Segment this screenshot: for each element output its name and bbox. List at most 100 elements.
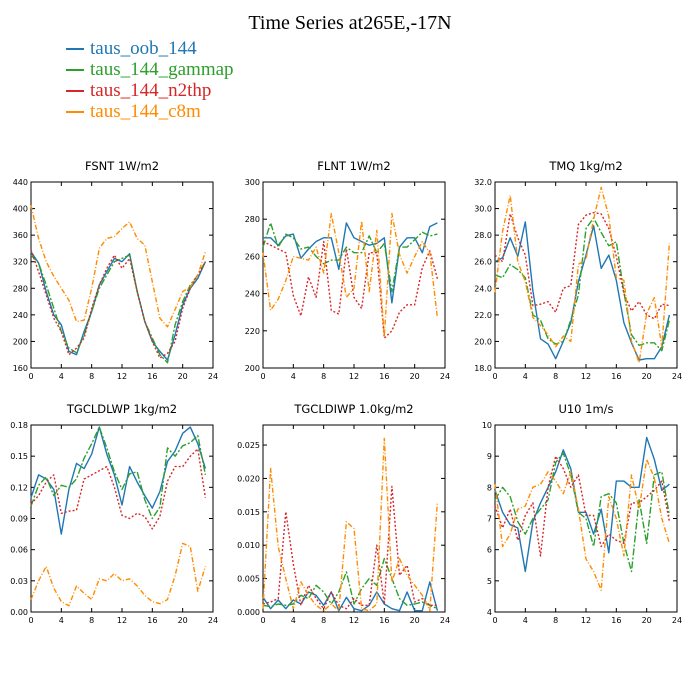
- x-tick-label: 12: [117, 616, 127, 625]
- x-tick-label: 0: [260, 616, 265, 625]
- series-line-taus_144_n2thp: [30, 448, 207, 530]
- x-tick-label: 8: [321, 616, 326, 625]
- series-line-taus_144_c8m: [30, 542, 207, 607]
- x-tick-label: 24: [672, 616, 682, 625]
- legend-label: taus_144_n2thp: [90, 79, 212, 101]
- x-tick-label: 0: [28, 616, 33, 625]
- y-tick-label: 220: [245, 327, 260, 336]
- legend: taus_oob_144 taus_144_gammap taus_144_n2…: [66, 38, 234, 122]
- y-tick-label: 5: [487, 577, 492, 586]
- x-tick-label: 12: [349, 372, 359, 381]
- series-line-taus_144_c8m: [494, 186, 671, 364]
- y-tick-label: 0.18: [10, 421, 28, 430]
- series-line-taus_144_n2thp: [262, 240, 439, 339]
- chart-title: TGCLDLWP 1kg/m2: [66, 402, 177, 416]
- x-tick-label: 0: [260, 372, 265, 381]
- y-tick-label: 20.0: [474, 337, 492, 346]
- y-tick-label: 0.03: [10, 577, 28, 586]
- plot-frame: [30, 181, 214, 369]
- y-tick-label: 24.0: [474, 284, 492, 293]
- x-tick-label: 8: [321, 372, 326, 381]
- x-tick-label: 4: [523, 616, 528, 625]
- x-tick-label: 24: [440, 616, 450, 625]
- x-tick-label: 16: [147, 616, 157, 625]
- series-line-taus_oob_144: [30, 426, 207, 535]
- chart-title: FLNT 1W/m2: [317, 159, 390, 173]
- y-tick-label: 0.09: [10, 515, 28, 524]
- y-tick-label: 10: [482, 421, 492, 430]
- series-line-taus_144_c8m: [262, 437, 439, 612]
- x-tick-label: 20: [178, 372, 188, 381]
- x-tick-label: 12: [581, 372, 591, 381]
- legend-item: taus_144_c8m: [66, 101, 234, 122]
- plot-frame: [262, 424, 446, 613]
- y-tick-label: 160: [13, 364, 28, 373]
- legend-label: taus_144_c8m: [90, 100, 201, 122]
- legend-swatch: [66, 68, 84, 71]
- y-tick-label: 0.15: [10, 452, 28, 461]
- series-line-taus_144_c8m: [494, 458, 671, 591]
- y-tick-label: 26.0: [474, 258, 492, 267]
- x-tick-label: 16: [611, 616, 621, 625]
- x-tick-label: 4: [59, 616, 64, 625]
- series-line-taus_oob_144: [494, 436, 670, 573]
- x-tick-label: 4: [59, 372, 64, 381]
- x-tick-label: 0: [28, 372, 33, 381]
- x-tick-label: 24: [672, 372, 682, 381]
- y-tick-label: 22.0: [474, 311, 492, 320]
- x-tick-label: 20: [642, 372, 652, 381]
- x-tick-label: 12: [117, 372, 127, 381]
- x-tick-label: 16: [379, 372, 389, 381]
- y-tick-label: 240: [13, 311, 28, 320]
- y-tick-label: 0.005: [237, 575, 260, 584]
- y-tick-label: 300: [245, 178, 260, 187]
- y-tick-label: 260: [245, 252, 260, 261]
- x-tick-label: 16: [147, 372, 157, 381]
- legend-swatch: [66, 47, 84, 50]
- chart-title: FSNT 1W/m2: [85, 159, 159, 173]
- chart-panel: FLNT 1W/m2 0 4 8 12 16 20 24 200 220 240 260 280 300: [245, 159, 450, 381]
- x-tick-label: 4: [291, 616, 296, 625]
- y-tick-label: 32.0: [474, 178, 492, 187]
- y-tick-label: 240: [245, 290, 260, 299]
- chart-title: U10 1m/s: [558, 402, 613, 416]
- series-line-taus_144_gammap: [494, 452, 671, 573]
- x-tick-label: 20: [642, 616, 652, 625]
- y-tick-label: 0.020: [237, 474, 260, 483]
- x-tick-label: 8: [553, 616, 558, 625]
- y-tick-label: 440: [13, 178, 28, 187]
- y-tick-label: 7: [487, 515, 492, 524]
- y-tick-label: 280: [13, 284, 28, 293]
- series-line-taus_oob_144: [263, 222, 438, 304]
- x-tick-label: 20: [178, 616, 188, 625]
- y-tick-label: 400: [13, 205, 28, 214]
- chart-panel: FSNT 1W/m2 0 4 8 12 16 20 24 160 200 240 280 320 360 4…: [13, 159, 218, 381]
- series-line-taus_oob_144: [30, 251, 207, 361]
- x-tick-label: 4: [523, 372, 528, 381]
- y-tick-label: 0.000: [237, 608, 260, 617]
- series-line-taus_144_gammap: [262, 222, 438, 293]
- y-tick-label: 0.010: [237, 541, 260, 550]
- x-tick-label: 8: [89, 616, 94, 625]
- series-line-taus_144_c8m: [262, 212, 439, 338]
- series-line-taus_144_c8m: [30, 205, 207, 328]
- x-tick-label: 24: [208, 616, 218, 625]
- y-tick-label: 280: [245, 215, 260, 224]
- plot-frame: [494, 424, 678, 613]
- series-line-taus_144_n2thp: [262, 485, 438, 610]
- x-tick-label: 8: [553, 372, 558, 381]
- chart-panel: TGCLDIWP 1.0kg/m2 0 4 8 12 16 20 24 0.000 0.005 0.…: [237, 402, 450, 625]
- legend-item: taus_144_gammap: [66, 59, 234, 80]
- series-line-taus_144_n2thp: [494, 211, 670, 320]
- legend-item: taus_144_n2thp: [66, 80, 234, 101]
- y-tick-label: 28.0: [474, 231, 492, 240]
- x-tick-label: 4: [291, 372, 296, 381]
- x-tick-label: 20: [410, 372, 420, 381]
- y-tick-label: 8: [487, 483, 492, 492]
- series-line-taus_144_gammap: [30, 426, 207, 520]
- legend-label: taus_oob_144: [90, 37, 197, 59]
- series-line-taus_144_gammap: [262, 557, 438, 610]
- legend-label: taus_144_gammap: [90, 58, 234, 80]
- x-tick-label: 24: [440, 372, 450, 381]
